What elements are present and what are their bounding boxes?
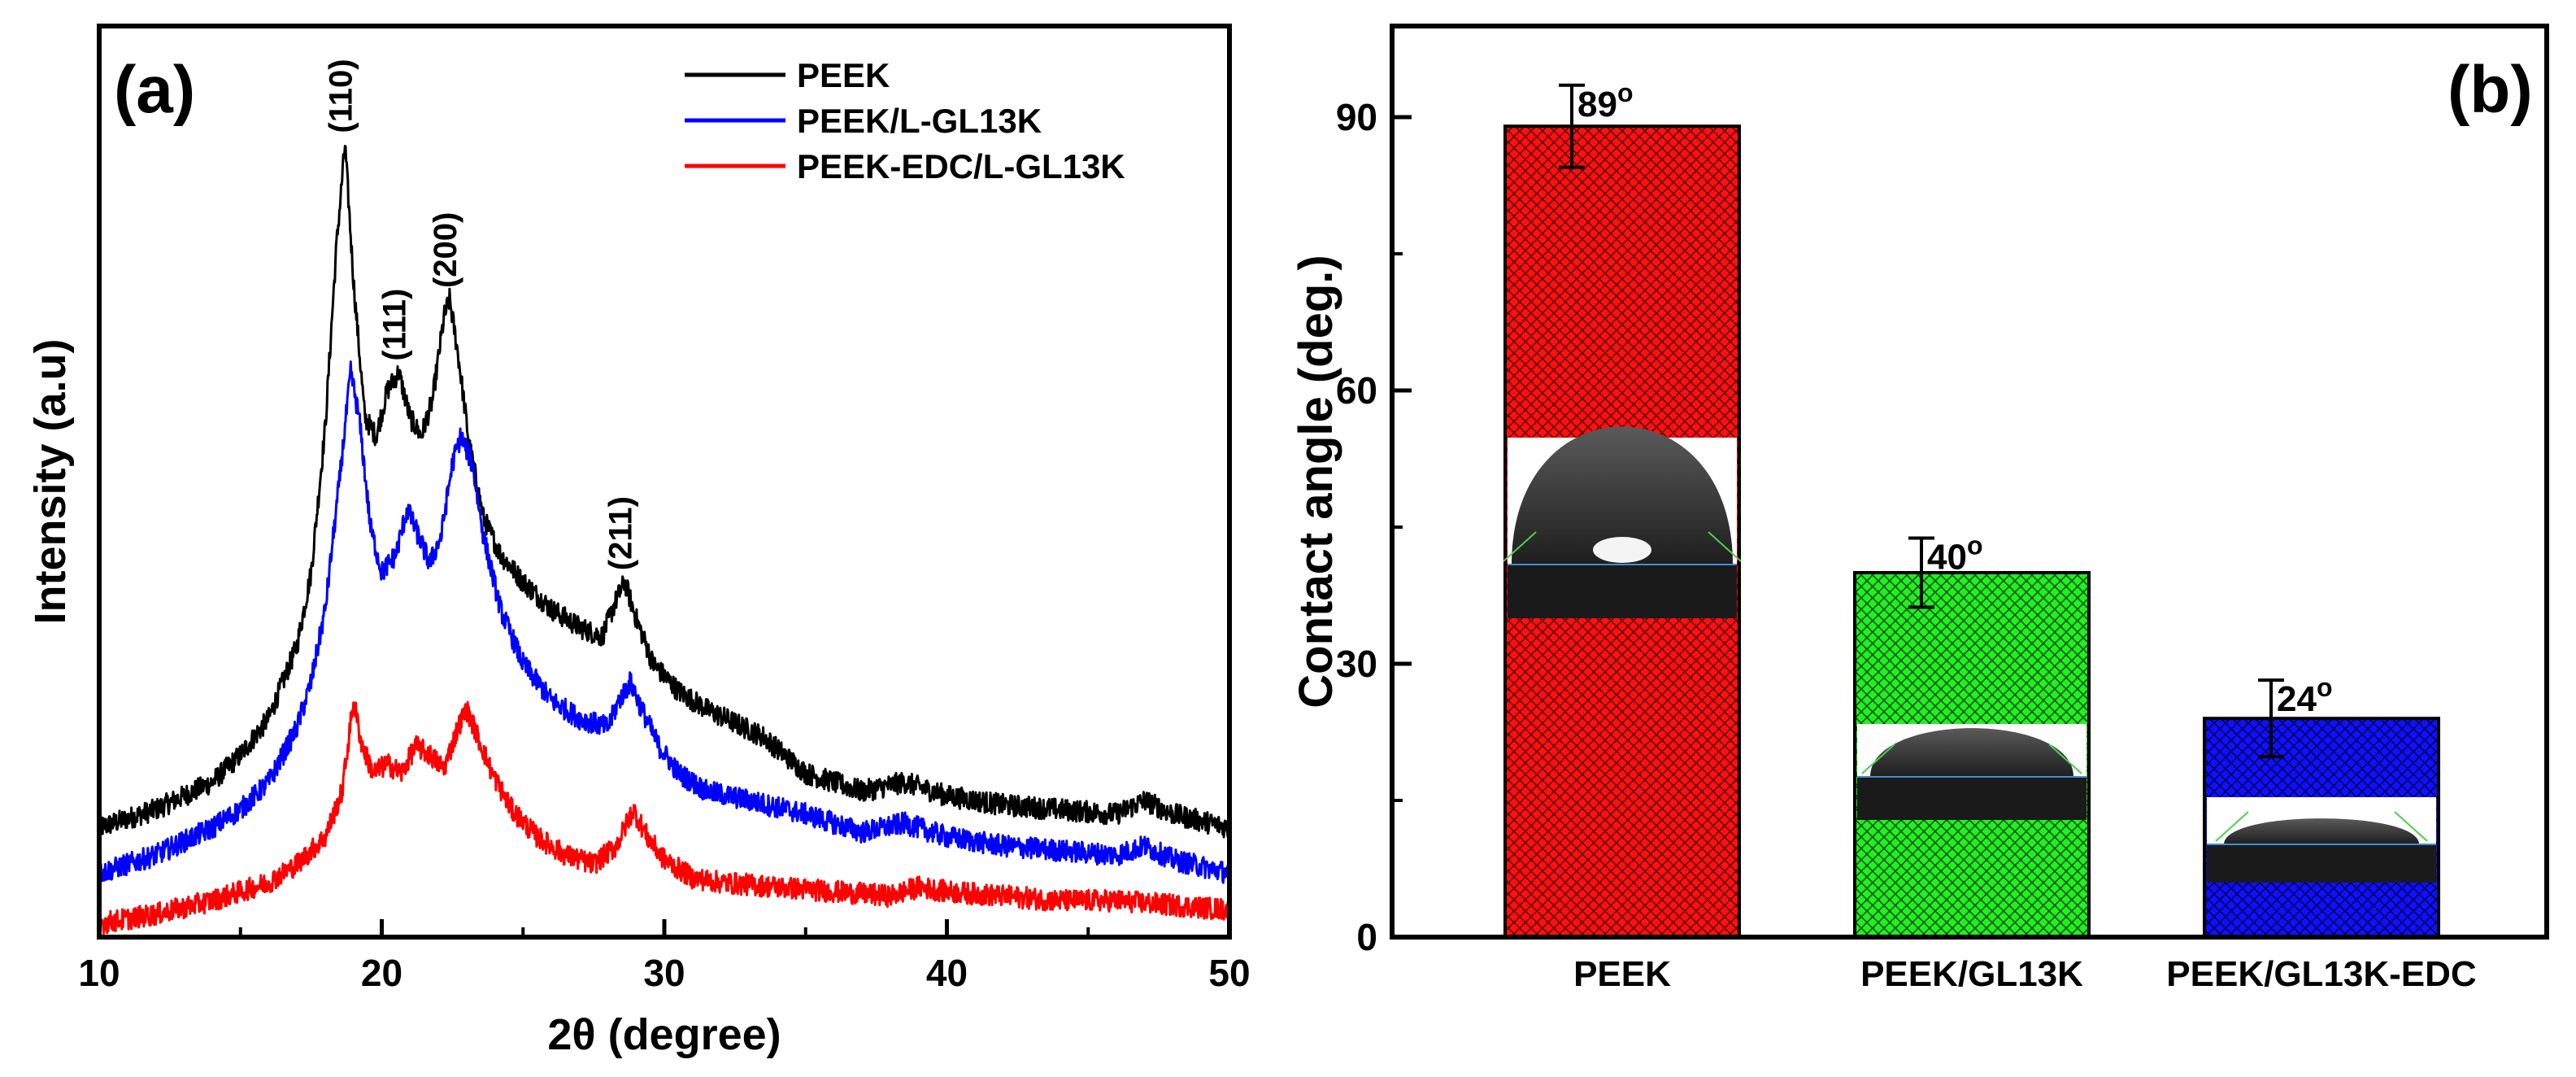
xrd-panel-label: (a): [114, 53, 195, 127]
xrd-panel: 10 20 30 40 50 (a) 2θ (degree) Intensity (a.…: [26, 24, 1251, 1059]
contact-angle-y-axis-label: Contact angle (deg.): [1290, 255, 1342, 708]
xrd-y-axis-label: Intensity (a.u): [26, 338, 75, 624]
xrd-legend-label: PEEK-EDC/L-GL13K: [797, 147, 1125, 185]
contact-angle-value-label: 24o: [2277, 673, 2333, 719]
contact-angle-error-bar: [1559, 83, 1585, 169]
contact-angle-category-label: PEEK: [1573, 954, 1671, 994]
contact-angle-category-label: PEEK/GL13K-EDC: [2166, 954, 2476, 994]
xrd-x-tick-label: 50: [1208, 952, 1250, 994]
xrd-peak-label: (211): [603, 496, 638, 570]
xrd-peak-label: (110): [323, 59, 359, 133]
contact-angle-category-label: PEEK/GL13K: [1860, 954, 2083, 994]
xrd-legend-label: PEEK/L-GL13K: [797, 102, 1042, 140]
droplet-inset-photo: [2207, 797, 2436, 883]
contact-angle-value-label: 89o: [1577, 78, 1634, 124]
contact-angle-y-tick-label: 0: [1356, 916, 1377, 958]
contact-angle-y-tick-label: 60: [1336, 369, 1377, 412]
contact-angle-y-tick-label: 90: [1336, 96, 1377, 138]
contact-angle-value-label: 40o: [1927, 530, 1983, 577]
contact-angle-y-tick-label: 30: [1336, 643, 1377, 685]
xrd-x-tick-label: 40: [926, 952, 968, 994]
xrd-series-line: [99, 360, 1229, 884]
xrd-legend-label: PEEK: [797, 56, 890, 94]
contact-angle-error-bar: [2258, 678, 2284, 759]
xrd-x-tick-label: 30: [643, 952, 685, 994]
xrd-series-line: [99, 700, 1229, 935]
contact-angle-plot-frame: [1390, 24, 2549, 940]
xrd-peak-label: (200): [428, 212, 463, 288]
xrd-series-line: [99, 145, 1229, 839]
contact-angle-error-bar: [1908, 536, 1934, 609]
droplet-inset-photo: [1857, 724, 2086, 820]
xrd-x-axis-label: 2θ (degree): [547, 1010, 781, 1059]
droplet-inset-photo: [1503, 426, 1742, 618]
contact-angle-panel-label: (b): [2448, 53, 2533, 127]
xrd-x-tick-label: 20: [361, 952, 402, 994]
xrd-peak-label: (111): [376, 289, 412, 361]
contact-angle-panel: 89o 40o 24o 0 30 60 90 PEEK PEEK/GL13K PEEK/GL1…: [1290, 24, 2549, 994]
xrd-legend: PEEK PEEK/L-GL13K PEEK-EDC/L-GL13K: [685, 56, 1125, 185]
xrd-x-tick-label: 10: [78, 952, 120, 994]
